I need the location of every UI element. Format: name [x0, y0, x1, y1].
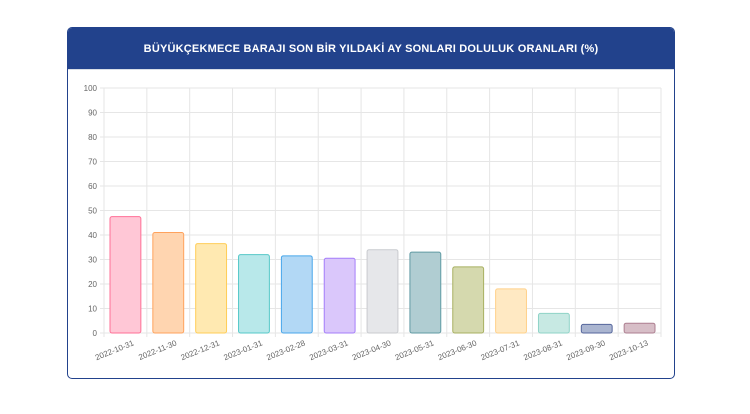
y-tick-label: 90 [88, 109, 97, 118]
y-tick-label: 0 [93, 329, 98, 338]
bar-2023-07-31[interactable] [495, 288, 527, 334]
bar-chart: 0 10 20 30 40 50 60 70 80 90 100 2022-10-31 2022-11… [84, 84, 662, 362]
x-tick-label: 2023-03-31 [308, 338, 350, 362]
bar-2023-06-30[interactable] [452, 266, 485, 334]
bar-2022-10-31[interactable] [109, 216, 142, 334]
x-axis-ticks: 2022-10-31 2022-11-30 2022-12-31 2023-01-31… [94, 338, 650, 362]
x-tick-label: 2023-08-31 [522, 338, 564, 362]
bar-2023-09-30[interactable] [580, 323, 613, 334]
x-tick-label: 2023-09-30 [565, 338, 607, 362]
x-tick-label: 2023-07-31 [479, 338, 521, 362]
y-tick-label: 50 [88, 207, 97, 216]
x-tick-label: 2023-06-30 [437, 338, 479, 362]
y-tick-label: 10 [88, 305, 97, 314]
y-tick-label: 70 [88, 158, 97, 167]
y-axis-ticks: 0 10 20 30 40 50 60 70 80 90 100 [84, 84, 98, 338]
x-tick-label: 2023-10-13 [608, 338, 650, 362]
bar-2023-02-28[interactable] [280, 255, 313, 334]
y-tick-label: 30 [88, 256, 97, 265]
x-tick-label: 2022-12-31 [180, 338, 222, 362]
y-tick-label: 80 [88, 133, 97, 142]
x-tick-label: 2023-05-31 [394, 338, 436, 362]
bar-2023-10-13[interactable] [623, 322, 656, 334]
x-tick-label: 2022-11-30 [137, 338, 178, 362]
y-tick-label: 40 [88, 231, 97, 240]
bar-2023-04-30[interactable] [366, 249, 399, 334]
bar-2023-08-31[interactable] [537, 312, 570, 334]
y-tick-label: 100 [84, 84, 98, 93]
x-tick-label: 2023-02-28 [265, 338, 307, 362]
x-tick-label: 2022-10-31 [94, 338, 136, 362]
chart-title: BÜYÜKÇEKMECE BARAJI SON BİR YILDAKİ AY S… [68, 28, 674, 69]
bar-2023-05-31[interactable] [409, 251, 442, 334]
bar-2023-01-31[interactable] [238, 254, 270, 334]
bar-2022-12-31[interactable] [195, 243, 228, 334]
bar-2023-03-31[interactable] [323, 257, 356, 334]
x-tick-label: 2023-01-31 [222, 338, 264, 362]
chart-bars [109, 216, 656, 334]
chart-card: BÜYÜKÇEKMECE BARAJI SON BİR YILDAKİ AY S… [67, 27, 675, 379]
chart-grid [100, 87, 662, 337]
bar-2022-11-30[interactable] [152, 232, 185, 334]
header-divider [68, 69, 674, 70]
y-tick-label: 20 [88, 280, 97, 289]
x-tick-label: 2023-04-30 [351, 338, 393, 362]
y-tick-label: 60 [88, 182, 97, 191]
